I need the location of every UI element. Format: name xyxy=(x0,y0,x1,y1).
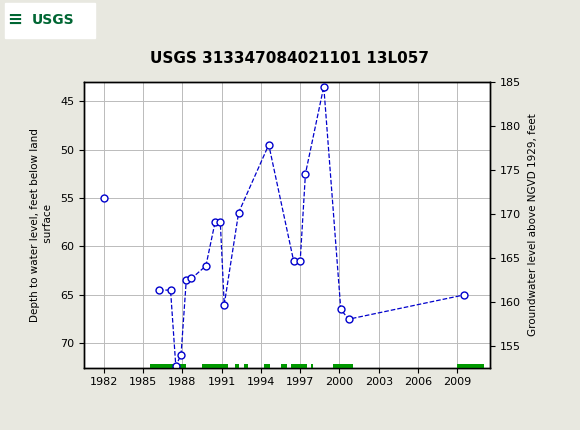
Bar xyxy=(281,364,287,371)
Bar xyxy=(263,364,270,371)
Bar xyxy=(202,364,228,371)
Y-axis label: Groundwater level above NGVD 1929, feet: Groundwater level above NGVD 1929, feet xyxy=(528,113,538,336)
Bar xyxy=(244,364,248,371)
Bar xyxy=(311,364,313,371)
Bar xyxy=(235,364,238,371)
Text: ≡: ≡ xyxy=(8,11,23,29)
Bar xyxy=(150,364,186,371)
Legend: Period of approved data: Period of approved data xyxy=(192,425,382,430)
Bar xyxy=(291,364,307,371)
Y-axis label: Depth to water level, feet below land
 surface: Depth to water level, feet below land su… xyxy=(30,128,53,322)
Bar xyxy=(458,364,484,371)
Bar xyxy=(5,3,95,37)
Bar xyxy=(333,364,353,371)
Text: USGS: USGS xyxy=(32,12,74,27)
Text: USGS 313347084021101 13L057: USGS 313347084021101 13L057 xyxy=(150,51,430,65)
